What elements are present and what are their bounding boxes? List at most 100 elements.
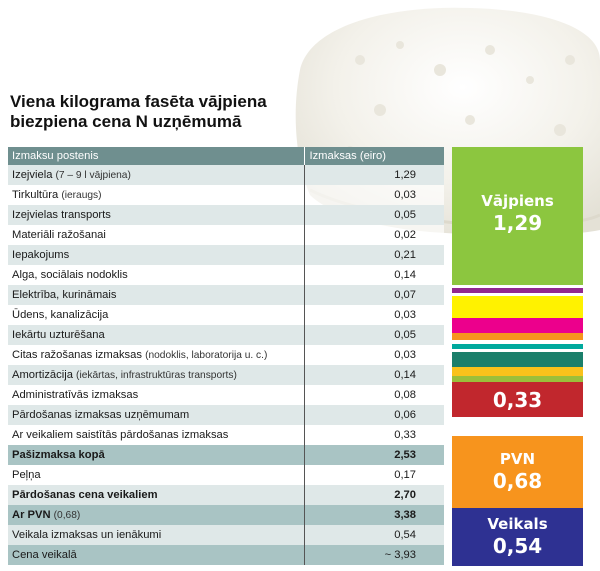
table-row: Ar veikaliem saistītās pārdošanas izmaks…: [8, 425, 444, 445]
cost-value-cell: 0,21: [304, 245, 444, 265]
cost-item-cell: Materiāli ražošanai: [8, 225, 305, 245]
segment-name-label: Vājpiens: [481, 192, 554, 210]
cost-value-cell: 0,07: [304, 285, 444, 305]
bar-segment: [452, 343, 583, 349]
cost-value-cell: 0,05: [304, 325, 444, 345]
bar-segment: [452, 332, 583, 341]
cost-item-cell: Ūdens, kanalizācija: [8, 305, 305, 325]
cost-item-label: Pārdošanas cena veikaliem: [12, 489, 158, 501]
table-row: Amortizācija (iekārtas, infrastruktūras …: [8, 365, 444, 385]
bar-segment: [452, 147, 583, 285]
bar-segment: [452, 382, 583, 418]
cost-value-cell: 0,14: [304, 265, 444, 285]
cost-item-label: Tirkultūra: [12, 189, 59, 201]
cost-item-cell: Pārdošanas cena veikaliem: [8, 485, 305, 505]
cost-item-note: (ieraugs): [61, 190, 102, 201]
table-row: Cena veikalā ~ 3,93: [8, 545, 444, 565]
cost-item-cell: Alga, sociālais nodoklis: [8, 265, 305, 285]
cost-value-cell: 0,03: [304, 345, 444, 365]
cost-item-label: Ar veikaliem saistītās pārdošanas izmaks…: [12, 429, 229, 441]
cost-value-cell: 0,33: [304, 425, 444, 445]
cost-value-cell: 2,70: [304, 485, 444, 505]
stacked-bar-chart: Vājpiens 1,29 0,33 PVN 0,68 Veikals 0,54: [452, 147, 583, 567]
cost-item-label: Ar PVN: [12, 509, 51, 521]
bar-segment: [452, 367, 583, 376]
cost-value-cell: 1,29: [304, 165, 444, 185]
bar-segment: [452, 508, 583, 566]
table-row: Tirkultūra (ieraugs) 0,03: [8, 185, 444, 205]
table-row: Materiāli ražošanai 0,02: [8, 225, 444, 245]
table-row: Ar PVN (0,68) 3,38: [8, 505, 444, 525]
title-line-1: Viena kilograma fasēta vājpiena: [10, 92, 267, 111]
cost-value-cell: 0,08: [304, 385, 444, 405]
title-line-2: biezpiena cena N uzņēmumā: [10, 112, 242, 131]
cost-item-cell: Veikala izmaksas un ienākumi: [8, 525, 305, 545]
cost-item-cell: Iekārtu uzturēšana: [8, 325, 305, 345]
cost-item-label: Izejviela: [12, 169, 53, 181]
segment-label: 0,33: [452, 387, 583, 413]
bar-segment: [452, 352, 583, 368]
cost-item-label: Elektrība, kurināmais: [12, 289, 117, 301]
cost-value-cell: ~ 3,93: [304, 545, 444, 565]
cost-item-cell: Tirkultūra (ieraugs): [8, 185, 305, 205]
cost-value-cell: 0,03: [304, 185, 444, 205]
table-row: Izejviela (7 – 9 l vājpiena) 1,29: [8, 165, 444, 185]
segment-name-label: PVN: [499, 449, 536, 468]
cost-value-cell: 0,03: [304, 305, 444, 325]
cost-item-label: Peļņa: [12, 469, 41, 481]
cost-item-cell: Cena veikalā: [8, 545, 305, 565]
cost-item-cell: Ar veikaliem saistītās pārdošanas izmaks…: [8, 425, 305, 445]
bar-segment: [452, 293, 583, 296]
cost-value-cell: 0,14: [304, 365, 444, 385]
cost-item-note: (nodoklis, laboratorija u. c.): [145, 350, 268, 361]
cost-item-cell: Administratīvās izmaksas: [8, 385, 305, 405]
table-body: Izejviela (7 – 9 l vājpiena) 1,29 Tirkultū…: [8, 165, 444, 565]
cost-value-cell: 0,17: [304, 465, 444, 485]
cost-item-note: (7 – 9 l vājpiena): [55, 170, 131, 181]
bar-segment: [452, 295, 583, 318]
cost-item-label: Amortizācija: [12, 369, 73, 381]
segment-value-label: 0,33: [492, 387, 543, 412]
segment-value-label: 0,68: [492, 468, 543, 493]
table-header-row: Izmaksu postenis Izmaksas (eiro): [8, 147, 444, 165]
cost-item-note: (iekārtas, infrastruktūras transports): [76, 370, 237, 381]
cost-value-cell: 2,53: [304, 445, 444, 465]
cost-item-cell: Amortizācija (iekārtas, infrastruktūras …: [8, 365, 305, 385]
cost-item-cell: Izejvielas transports: [8, 205, 305, 225]
table-row: Iekārtu uzturēšana 0,05: [8, 325, 444, 345]
cost-value-cell: 3,38: [304, 505, 444, 525]
bar-segment: [452, 435, 583, 509]
cost-item-label: Veikala izmaksas un ienākumi: [12, 529, 162, 541]
cost-item-cell: Pašizmaksa kopā: [8, 445, 305, 465]
segment-label: Veikals 0,54: [452, 515, 583, 559]
table-row: Pārdošanas cena veikaliem 2,70: [8, 485, 444, 505]
cost-item-label: Citas ražošanas izmaksas: [12, 349, 142, 361]
table-row: Alga, sociālais nodoklis 0,14: [8, 265, 444, 285]
cost-value-cell: 0,54: [304, 525, 444, 545]
bar-segment: [452, 375, 583, 383]
table-row: Ūdens, kanalizācija 0,03: [8, 305, 444, 325]
table-row: Pašizmaksa kopā 2,53: [8, 445, 444, 465]
segment-label: Vājpiens 1,29: [452, 192, 583, 236]
bar-segment: [452, 317, 583, 333]
table-row: Pārdošanas izmaksas uzņēmumam 0,06: [8, 405, 444, 425]
cost-value-cell: 0,06: [304, 405, 444, 425]
cost-item-label: Materiāli ražošanai: [12, 229, 106, 241]
chart-title: Viena kilograma fasēta vājpiena biezpien…: [10, 92, 310, 132]
cost-item-cell: Izejviela (7 – 9 l vājpiena): [8, 165, 305, 185]
cost-item-label: Pārdošanas izmaksas uzņēmumam: [12, 409, 190, 421]
bar-segment: [452, 340, 583, 344]
cost-item-label: Iepakojums: [12, 249, 70, 261]
segment-name-label: Veikals: [487, 515, 548, 534]
table-row: Veikala izmaksas un ienākumi 0,54: [8, 525, 444, 545]
table-row: Elektrība, kurināmais 0,07: [8, 285, 444, 305]
table-row: Peļņa 0,17: [8, 465, 444, 485]
table-row: Iepakojums 0,21: [8, 245, 444, 265]
cost-item-cell: Iepakojums: [8, 245, 305, 265]
table-row: Administratīvās izmaksas 0,08: [8, 385, 444, 405]
cost-item-cell: Elektrība, kurināmais: [8, 285, 305, 305]
cost-item-cell: Ar PVN (0,68): [8, 505, 305, 525]
cost-table: Izmaksu postenis Izmaksas (eiro) Izejvie…: [8, 147, 444, 565]
cost-item-label: Alga, sociālais nodoklis: [12, 269, 128, 281]
cost-item-cell: Pārdošanas izmaksas uzņēmumam: [8, 405, 305, 425]
